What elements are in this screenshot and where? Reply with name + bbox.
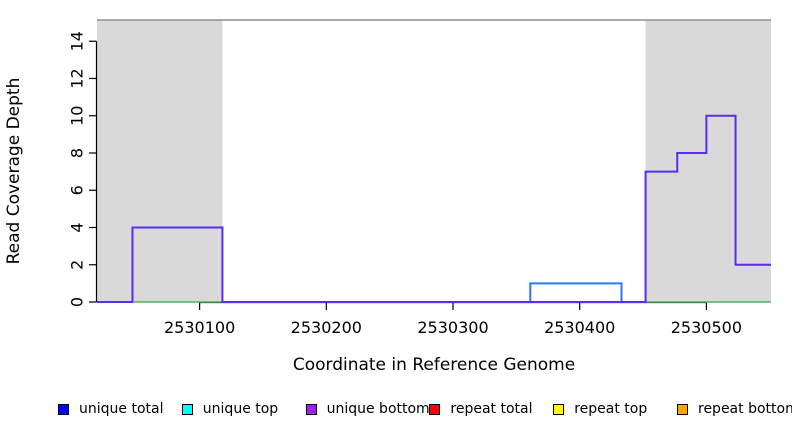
y-tick-label: 0	[68, 297, 87, 307]
y-tick-label: 8	[68, 148, 87, 158]
y-tick-label: 14	[68, 31, 87, 51]
y-axis-title: Read Coverage Depth	[4, 77, 24, 265]
legend-item-unique-total: unique total	[58, 399, 163, 419]
legend-item-repeat-bottom: repeat bottom	[677, 399, 792, 419]
series-unique-total	[529, 282, 623, 302]
shaded-region	[645, 20, 771, 302]
legend-label: repeat top	[574, 401, 648, 417]
x-tick-label: 2530200	[291, 318, 362, 337]
legend-item-unique-top: unique top	[181, 399, 279, 419]
y-tick-label: 4	[68, 222, 87, 232]
series-unique-bottom	[97, 114, 771, 303]
y-tick-label: 10	[68, 106, 87, 126]
x-tick-label: 2530300	[417, 318, 488, 337]
legend-swatch-repeat-bottom	[677, 403, 688, 415]
legend-item-repeat-top: repeat top	[553, 399, 647, 419]
x-tick-label: 2530400	[544, 318, 615, 337]
y-tick-label: 12	[68, 68, 87, 88]
legend-label: unique bottom	[326, 401, 430, 417]
legend-label: repeat total	[450, 401, 533, 417]
legend-item-repeat-total: repeat total	[429, 399, 532, 419]
legend-swatch-unique-total	[58, 403, 69, 415]
legend-item-unique-bottom: unique bottom	[305, 399, 430, 419]
x-tick-label: 2530500	[671, 318, 742, 337]
legend: unique total unique top unique bottom repea…	[0, 399, 792, 423]
legend-swatch-repeat-total	[429, 403, 441, 415]
x-axis-title: Coordinate in Reference Genome	[292, 355, 576, 375]
legend-swatch-unique-top	[181, 403, 193, 415]
legend-swatch-repeat-top	[553, 403, 565, 415]
legend-label: repeat bottom	[698, 401, 792, 417]
legend-label: unique total	[79, 401, 164, 417]
y-tick-label: 6	[68, 185, 87, 195]
y-tick-label: 2	[68, 260, 87, 270]
shaded-region	[97, 20, 223, 302]
x-tick-label: 2530100	[164, 318, 235, 337]
legend-label: unique top	[202, 401, 279, 417]
legend-swatch-unique-bottom	[305, 403, 317, 415]
